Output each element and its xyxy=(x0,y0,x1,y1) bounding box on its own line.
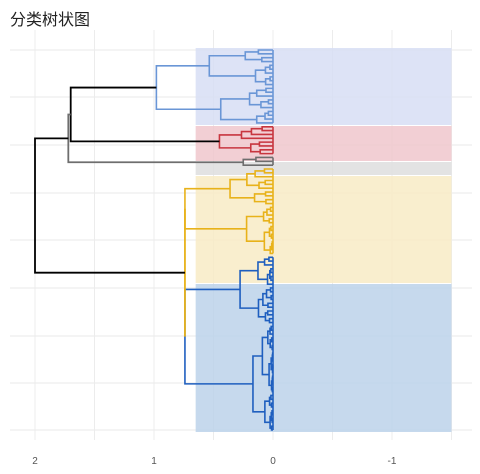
x-tick-label: 2 xyxy=(32,456,38,467)
cluster-band-c2 xyxy=(195,126,452,161)
dendrogram-link xyxy=(269,245,273,255)
cluster-band-c5 xyxy=(195,284,452,432)
dendrogram-link xyxy=(267,302,273,308)
dendrogram-link xyxy=(244,51,262,61)
dendrogram-link xyxy=(260,101,273,109)
dendrogram-link xyxy=(264,77,273,86)
dendrogram-link xyxy=(239,269,259,309)
x-tick-label: -1 xyxy=(388,456,397,467)
dendrogram-link xyxy=(264,66,273,74)
dendrogram-link xyxy=(270,380,273,391)
dendrogram-link xyxy=(258,181,273,189)
x-tick-label: 1 xyxy=(151,456,157,467)
dendrogram-link xyxy=(257,49,273,55)
cluster-band-c1 xyxy=(195,48,452,125)
dendrogram-link xyxy=(269,415,272,429)
dendrogram-link xyxy=(267,110,273,117)
x-tick-label: 0 xyxy=(270,456,276,467)
dendrogram-link xyxy=(263,258,273,266)
dendrogram-link xyxy=(270,275,273,282)
dendrogram-link xyxy=(245,215,265,242)
dendrogram-link xyxy=(268,396,272,406)
cluster-bands xyxy=(195,48,452,432)
dendrogram-link xyxy=(252,355,265,413)
dendrogram-link xyxy=(265,87,273,94)
dendrogram-link xyxy=(267,330,271,345)
dendrogram-link xyxy=(258,141,273,147)
dendrogram-link xyxy=(255,89,273,97)
dendrogram-link xyxy=(254,69,266,83)
dendrogram-link xyxy=(261,336,270,376)
dendrogram-link xyxy=(268,362,272,387)
dendrogram-link xyxy=(269,327,273,335)
dendrogram-tree xyxy=(34,49,274,431)
dendrogram-link xyxy=(270,411,273,422)
dendrogram-link xyxy=(270,394,273,401)
dendrogram-link xyxy=(240,130,273,140)
dendrogram-link xyxy=(265,289,272,299)
dendrogram-link xyxy=(265,198,273,205)
merge-root xyxy=(34,137,185,274)
chart-title: 分类树状图 xyxy=(10,10,91,29)
cluster-band-c3 xyxy=(195,162,452,175)
x-axis: 2 1 0 -1 xyxy=(32,456,397,467)
dendrogram-link xyxy=(250,127,273,136)
